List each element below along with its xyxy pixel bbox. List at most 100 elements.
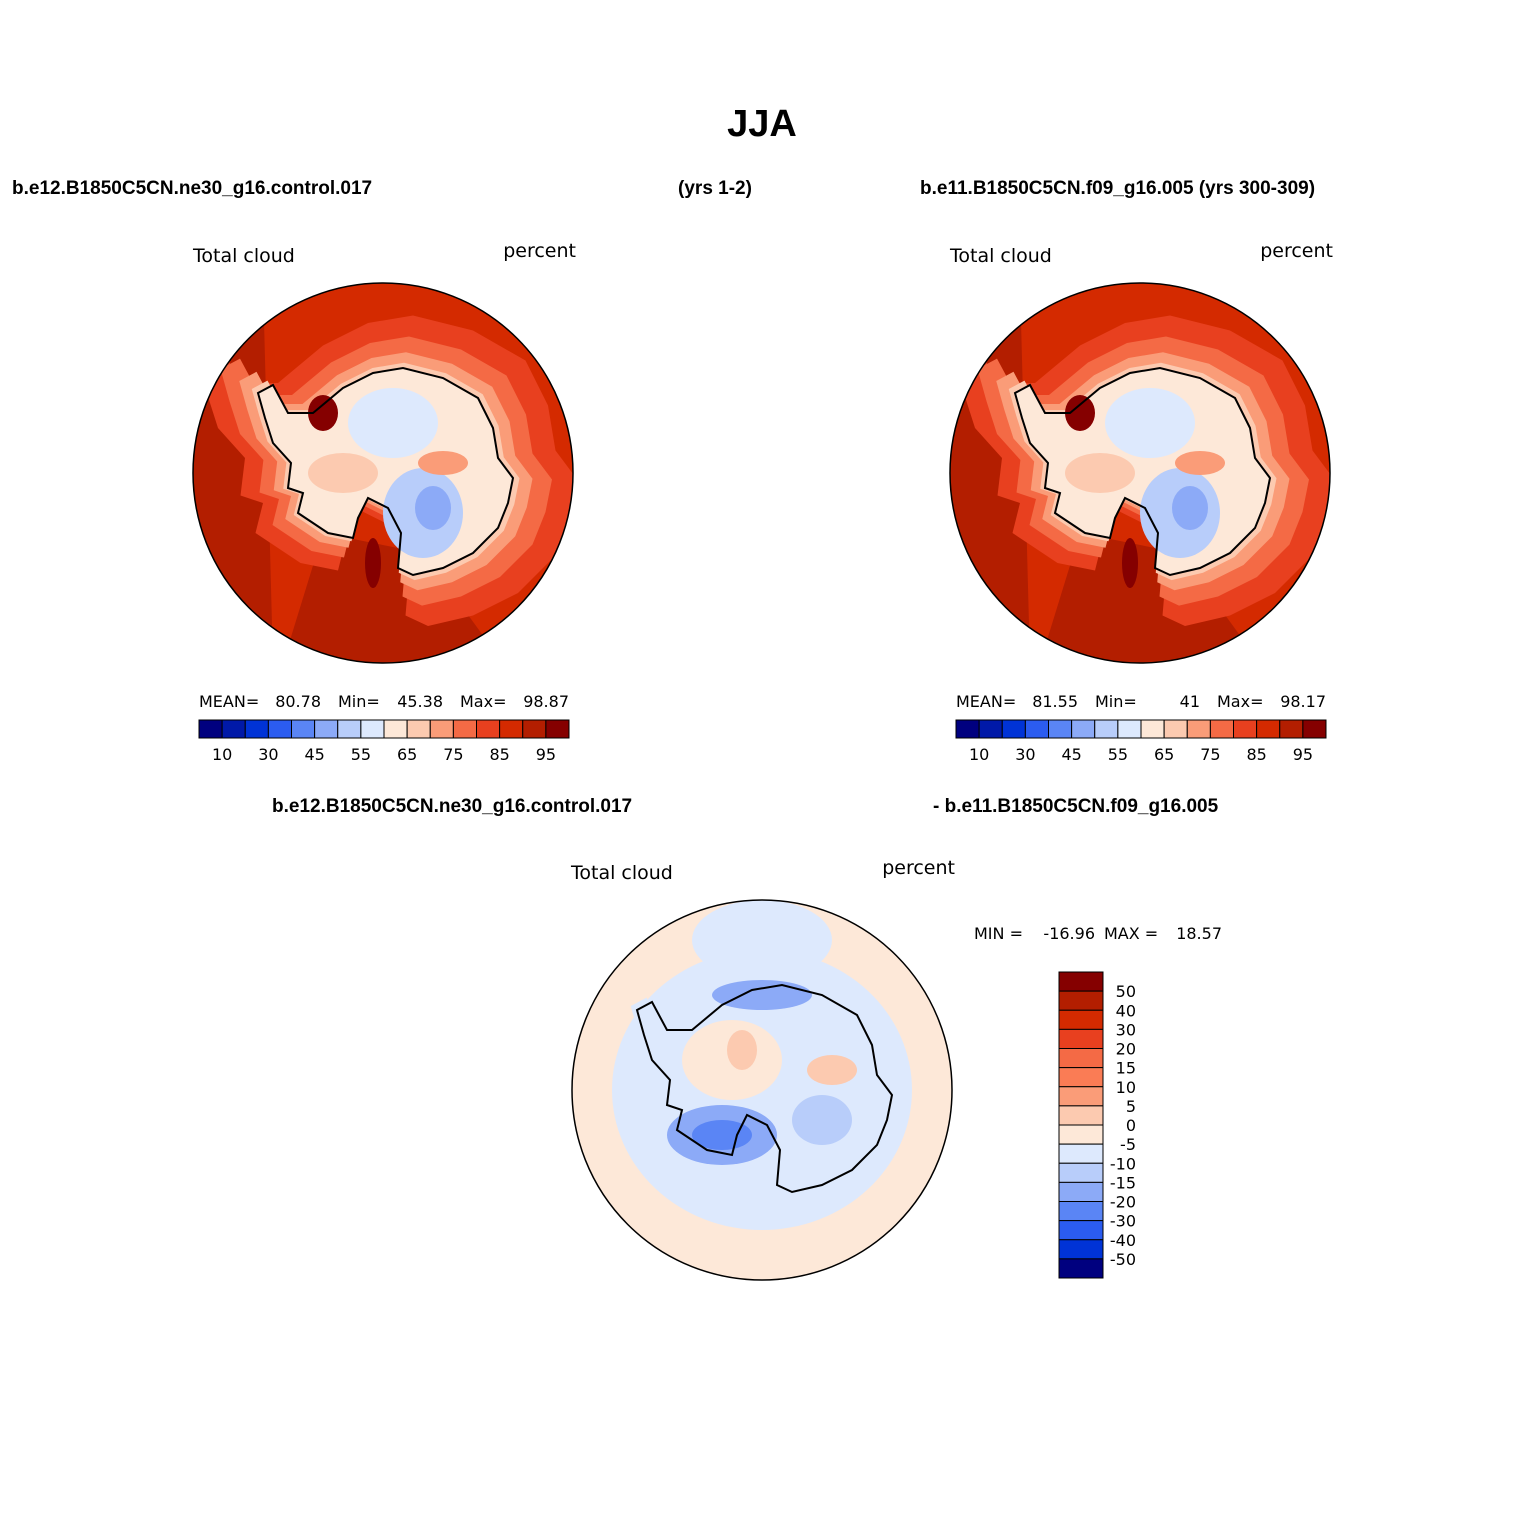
blob: [418, 451, 468, 475]
colorbar-box: [499, 719, 524, 739]
blob: [1175, 451, 1225, 475]
colorbar-box: [1058, 990, 1104, 1011]
colorbar-label: 40: [1116, 1001, 1136, 1020]
stat-label: MEAN=: [956, 692, 1016, 711]
colorbar-box: [383, 719, 408, 739]
blob: [1105, 388, 1195, 458]
header-left: b.e12.B1850C5CN.ne30_g16.control.017: [12, 178, 372, 199]
colorbar-box: [1071, 719, 1096, 739]
colorbar-box: [360, 719, 385, 739]
blob: [1065, 453, 1135, 493]
stat-value: -16.96: [1043, 924, 1095, 943]
stat-label: MEAN=: [199, 692, 259, 711]
colorbar-box: [1058, 1201, 1104, 1222]
stat-label: MIN =: [974, 924, 1023, 943]
colorbar-box: [1058, 1009, 1104, 1030]
colorbar-box: [1058, 1124, 1104, 1145]
blob: [1065, 395, 1095, 431]
colorbar-label: 45: [304, 745, 324, 764]
colorbar-box: [244, 719, 269, 739]
colorbar-box: [1048, 719, 1073, 739]
colorbar-box: [337, 719, 362, 739]
stat-value: 45.38: [397, 692, 443, 711]
map-border: [192, 282, 574, 664]
blob: [348, 388, 438, 458]
colorbar-box: [291, 719, 316, 739]
colorbar-label: 45: [1061, 745, 1081, 764]
variable-label: Total cloud: [192, 245, 295, 267]
header-middle: (yrs 1-2): [678, 178, 752, 199]
colorbar-box: [522, 719, 547, 739]
colorbar-label: -15: [1110, 1173, 1136, 1192]
colorbar-box: [1163, 719, 1188, 739]
units-label: percent: [503, 240, 576, 262]
blob: [727, 1030, 757, 1070]
colorbar-box: [1058, 1086, 1104, 1107]
colorbar-box: [221, 719, 246, 739]
colorbar-label: 65: [1154, 745, 1174, 764]
map-field: [950, 283, 1330, 663]
colorbar-box: [1279, 719, 1304, 739]
variable-label: Total cloud: [949, 245, 1052, 267]
blob: [308, 453, 378, 493]
blob: [308, 395, 338, 431]
colorbar-box: [1058, 1258, 1104, 1279]
colorbar-box: [1058, 1143, 1104, 1164]
stat-value: 98.17: [1280, 692, 1326, 711]
colorbar-box: [1058, 1067, 1104, 1088]
colorbar-label: 0: [1126, 1116, 1136, 1135]
stat-value: 98.87: [523, 692, 569, 711]
colorbar-box: [1058, 1239, 1104, 1260]
colorbar-label: 30: [258, 745, 278, 764]
map-field: [572, 900, 952, 1280]
colorbar-box: [1117, 719, 1142, 739]
colorbar-label: 55: [351, 745, 371, 764]
polar-map: [192, 282, 574, 664]
colorbar-label: -20: [1110, 1193, 1136, 1212]
header-right: b.e11.B1850C5CN.f09_g16.005 (yrs 300-309…: [920, 178, 1315, 199]
blob: [807, 1055, 857, 1085]
stat-value: 18.57: [1176, 924, 1222, 943]
colorbar-label: 10: [969, 745, 989, 764]
map-border: [949, 282, 1331, 664]
blob: [692, 1120, 752, 1150]
blob: [792, 1095, 852, 1145]
colorbar-box: [1233, 719, 1258, 739]
stat-value: 80.78: [275, 692, 321, 711]
colorbar-box: [1058, 971, 1104, 992]
map-border: [571, 899, 953, 1281]
diff-header-left: b.e12.B1850C5CN.ne30_g16.control.017: [272, 796, 632, 817]
colorbar-label: 75: [1200, 745, 1220, 764]
colorbar-box: [452, 719, 477, 739]
colorbar-box: [1058, 1220, 1104, 1241]
colorbar-box: [1256, 719, 1281, 739]
colorbar-label: 30: [1015, 745, 1035, 764]
colorbar-label: 75: [443, 745, 463, 764]
field-band: [692, 900, 832, 980]
blob: [365, 538, 381, 588]
stat-label: Min=: [338, 692, 380, 711]
units-label: percent: [1260, 240, 1333, 262]
blob: [415, 486, 451, 530]
colorbar-box: [198, 719, 223, 739]
stat-label: MAX =: [1104, 924, 1158, 943]
colorbar-label: 65: [397, 745, 417, 764]
colorbar-label: 85: [489, 745, 509, 764]
stat-value: 81.55: [1032, 692, 1078, 711]
colorbar-label: 55: [1108, 745, 1128, 764]
polar-map: [949, 282, 1331, 664]
blob: [1172, 486, 1208, 530]
colorbar-box: [1058, 1162, 1104, 1183]
colorbar-label: 5: [1126, 1097, 1136, 1116]
stat-label: Min=: [1095, 692, 1137, 711]
stat-value: 41: [1180, 692, 1200, 711]
colorbar-label: 95: [1293, 745, 1313, 764]
diff-header-right: - b.e11.B1850C5CN.f09_g16.005: [933, 796, 1219, 817]
colorbar-label: -30: [1110, 1212, 1136, 1231]
colorbar-box: [1209, 719, 1234, 739]
colorbar-label: 30: [1116, 1020, 1136, 1039]
colorbar-label: 10: [1116, 1078, 1136, 1097]
polar-map: [571, 899, 953, 1281]
colorbar-label: 50: [1116, 982, 1136, 1001]
